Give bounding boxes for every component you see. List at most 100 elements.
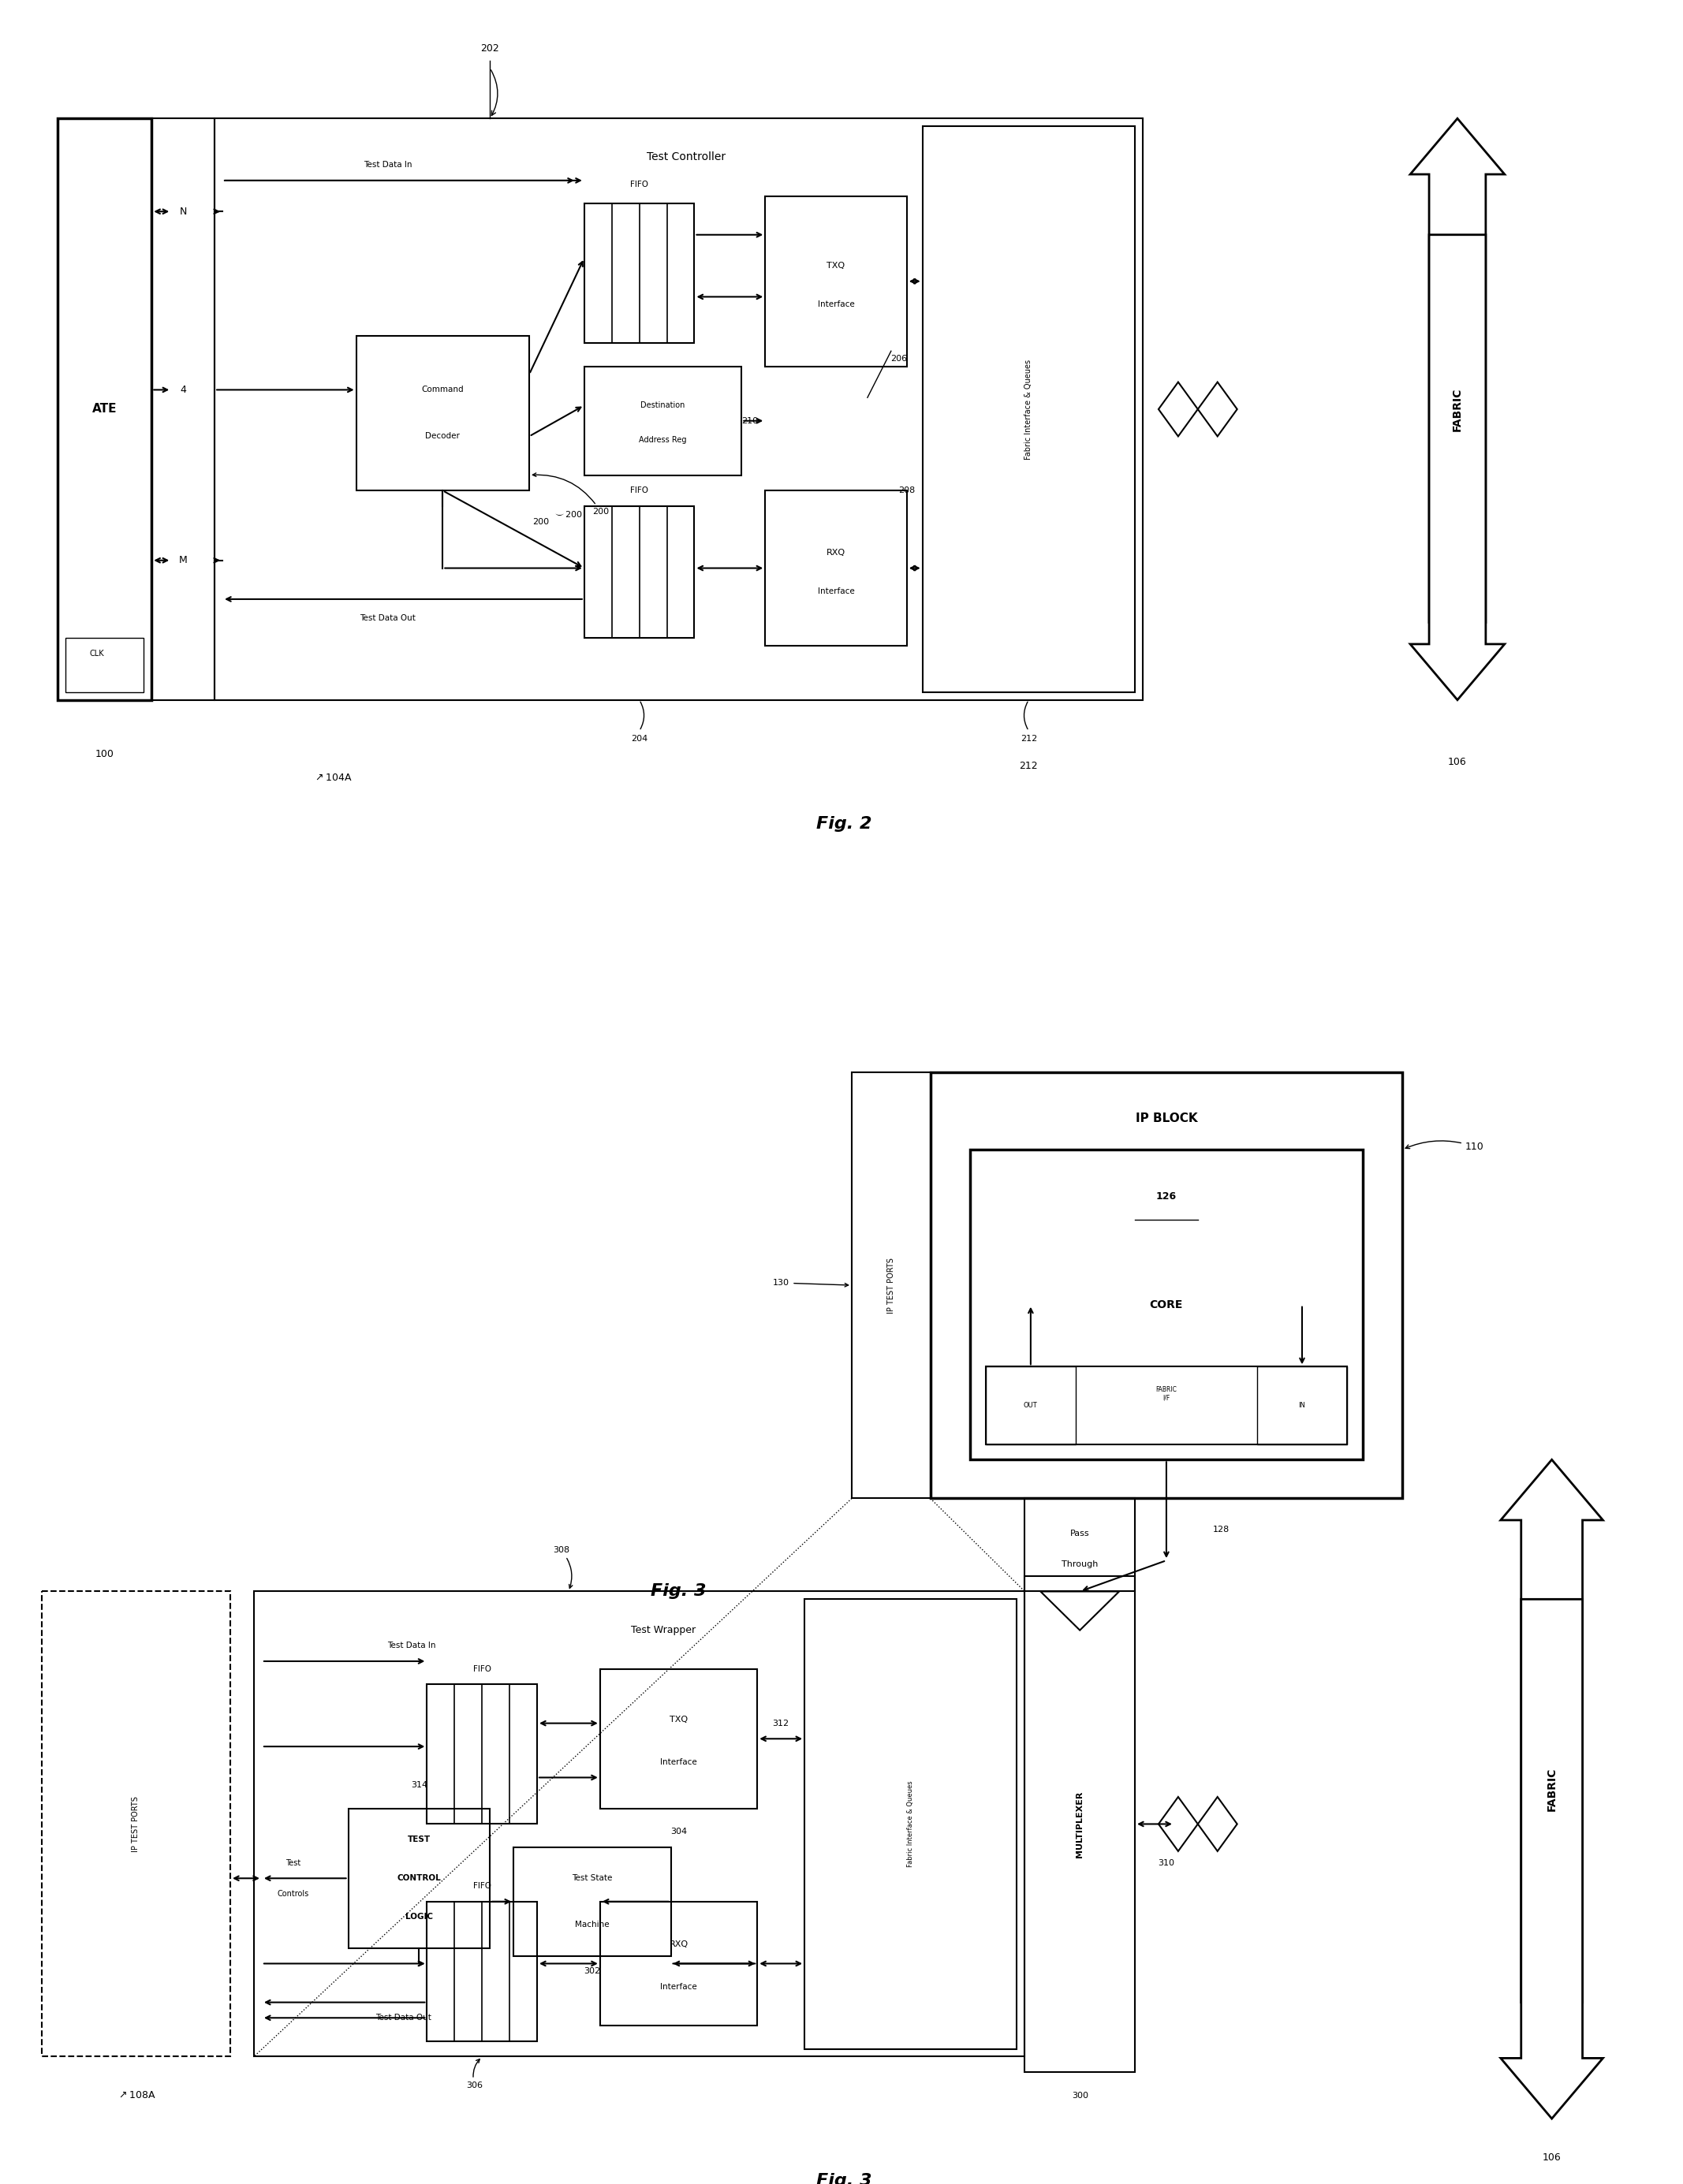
Polygon shape (1410, 234, 1505, 699)
Text: 212: 212 (1020, 760, 1038, 771)
Bar (986, 1367, 1075, 1444)
Text: 300: 300 (1072, 2092, 1089, 2099)
Text: 304: 304 (670, 1828, 687, 1837)
Text: FIFO: FIFO (473, 1664, 491, 1673)
Bar (1025, 1498, 1134, 1592)
Text: Test Controller: Test Controller (646, 151, 725, 164)
Text: $\nearrow$104A: $\nearrow$104A (313, 773, 352, 782)
Text: Fig. 2: Fig. 2 (816, 817, 872, 832)
Text: 128: 128 (1213, 1524, 1230, 1533)
Polygon shape (1158, 1797, 1198, 1852)
Text: Test Data Out: Test Data Out (375, 2014, 431, 2022)
Text: 310: 310 (1158, 1859, 1175, 1867)
Bar (601, 1669, 757, 1808)
Polygon shape (1410, 118, 1505, 622)
Text: 212: 212 (1020, 734, 1037, 743)
Bar (151, 118, 214, 699)
Text: 306: 306 (466, 2060, 483, 2090)
Text: Interface: Interface (818, 587, 855, 596)
Text: Through: Through (1062, 1559, 1097, 1568)
Text: FABRIC
I/F: FABRIC I/F (1156, 1387, 1176, 1402)
Text: FABRIC: FABRIC (1547, 1767, 1557, 1811)
Text: Test State: Test State (572, 1874, 613, 1883)
Bar (804, 1599, 1017, 2049)
Bar (254, 1592, 1025, 2057)
Text: Machine: Machine (576, 1922, 609, 1928)
Text: Fig. 3: Fig. 3 (651, 1583, 707, 1599)
Text: IN: IN (1299, 1402, 1306, 1409)
Text: Test Wrapper: Test Wrapper (631, 1625, 695, 1636)
Text: FIFO: FIFO (473, 1883, 491, 1889)
Bar (214, 118, 1143, 699)
Text: 308: 308 (552, 1546, 572, 1588)
Text: 210: 210 (741, 417, 757, 424)
Text: FIFO: FIFO (629, 487, 648, 494)
Bar (931, 1072, 1402, 1498)
Text: 200: 200 (532, 474, 609, 515)
Text: Destination: Destination (641, 402, 685, 408)
Text: FABRIC: FABRIC (1452, 387, 1463, 430)
Bar (1025, 1577, 1134, 2073)
Text: Address Reg: Address Reg (640, 437, 687, 443)
Text: $\smile$200: $\smile$200 (552, 509, 582, 518)
Text: RXQ: RXQ (670, 1939, 688, 1948)
Text: Test Data Out: Test Data Out (360, 614, 416, 622)
Text: RXQ: RXQ (826, 548, 845, 557)
Text: Fabric Interface & Queues: Fabric Interface & Queues (907, 1780, 914, 1867)
Polygon shape (1501, 1459, 1602, 2003)
Text: Test: Test (286, 1859, 301, 1867)
Text: 126: 126 (1156, 1190, 1176, 1201)
Bar (427, 1684, 537, 1824)
Text: 204: 204 (631, 734, 648, 743)
Bar (42, 1592, 231, 2057)
Bar (922, 127, 1134, 692)
Text: TEST: TEST (407, 1835, 431, 1843)
Bar (57, 118, 151, 699)
Text: 130: 130 (772, 1280, 848, 1286)
Bar (427, 1902, 537, 2042)
Text: 302: 302 (584, 1968, 601, 1974)
Text: ATE: ATE (93, 404, 116, 415)
Text: IP TEST PORTS: IP TEST PORTS (131, 1795, 140, 1852)
Polygon shape (1198, 382, 1237, 437)
Text: LOGIC: LOGIC (406, 1913, 433, 1922)
Bar (969, 1149, 1363, 1459)
Bar (513, 1848, 672, 1957)
Text: 312: 312 (772, 1719, 789, 1728)
Bar (601, 1902, 757, 2025)
Bar (584, 203, 695, 343)
Text: Controls: Controls (278, 1889, 310, 1898)
Polygon shape (1040, 1592, 1119, 1629)
Text: 4: 4 (180, 384, 187, 395)
Text: IP BLOCK: IP BLOCK (1136, 1112, 1197, 1125)
Bar (766, 197, 907, 367)
Text: Test Data In: Test Data In (387, 1642, 436, 1649)
Bar (584, 367, 742, 476)
Polygon shape (1198, 1797, 1237, 1852)
Text: OUT: OUT (1023, 1402, 1038, 1409)
Bar (766, 491, 907, 646)
Bar (1257, 1367, 1348, 1444)
Bar (852, 1072, 931, 1498)
Text: CONTROL: CONTROL (397, 1874, 441, 1883)
Text: Interface: Interface (660, 1758, 697, 1767)
Bar (357, 336, 528, 491)
Polygon shape (1501, 1599, 1602, 2118)
Text: TXQ: TXQ (670, 1714, 688, 1723)
Text: CORE: CORE (1149, 1299, 1183, 1310)
Text: 100: 100 (94, 749, 114, 760)
Text: CLK: CLK (89, 649, 104, 657)
Text: Interface: Interface (660, 1983, 697, 1992)
Text: Pass: Pass (1070, 1529, 1089, 1538)
Bar (348, 1808, 490, 1948)
Text: 110: 110 (1405, 1140, 1484, 1151)
Text: Decoder: Decoder (426, 432, 459, 441)
Text: N: N (180, 205, 187, 216)
Text: 106: 106 (1542, 2151, 1562, 2162)
Text: Test Data In: Test Data In (364, 162, 412, 168)
Text: Command: Command (421, 387, 465, 393)
Text: IP TEST PORTS: IP TEST PORTS (887, 1258, 895, 1313)
Bar (66, 638, 143, 692)
Text: 208: 208 (899, 487, 916, 494)
Text: $\nearrow$108A: $\nearrow$108A (116, 2090, 155, 2101)
